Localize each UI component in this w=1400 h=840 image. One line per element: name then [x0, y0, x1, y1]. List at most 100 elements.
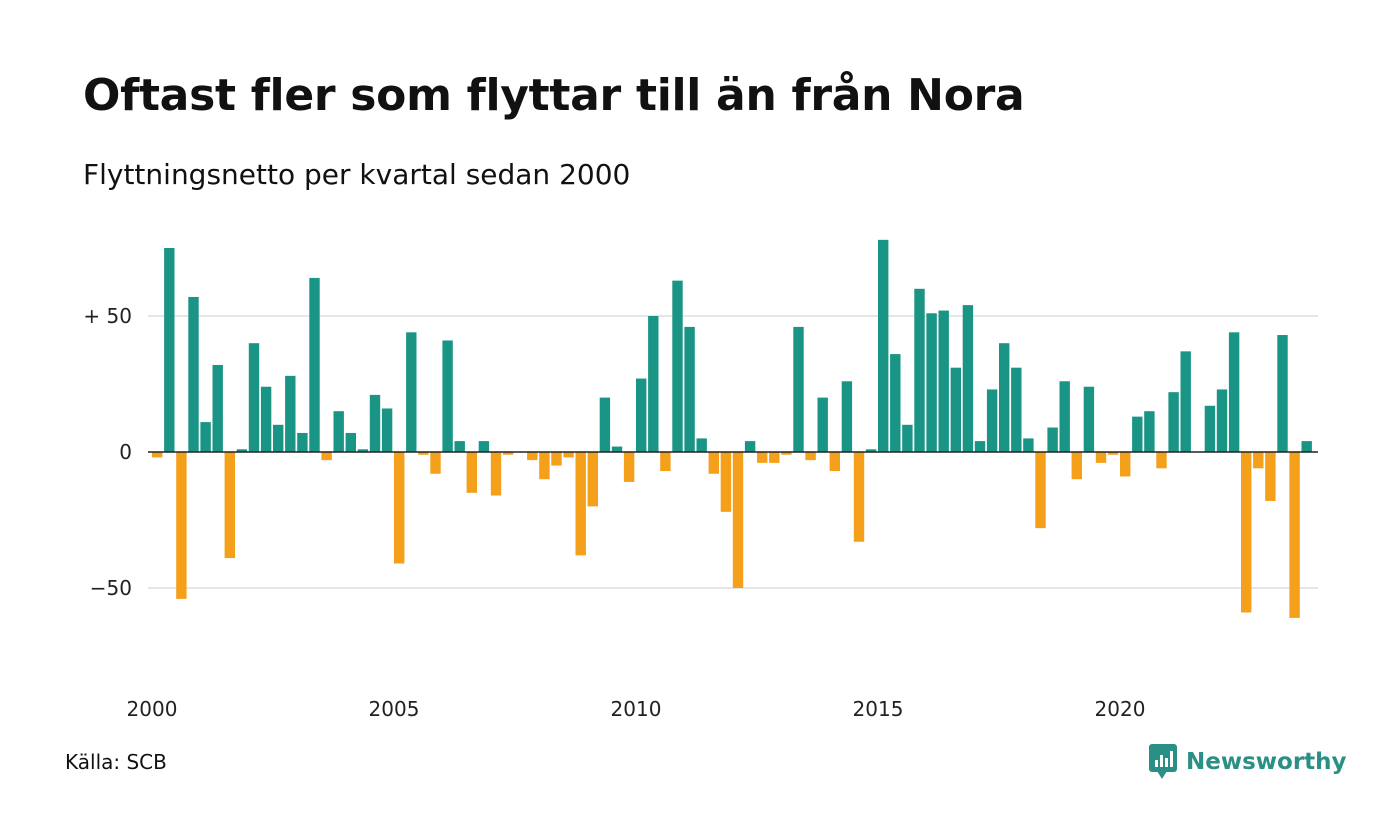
- x-tick-label: 2015: [853, 697, 904, 721]
- bar-positive: [454, 441, 465, 452]
- bar-positive: [1216, 389, 1228, 452]
- bar-positive: [1144, 411, 1155, 452]
- bar-positive: [926, 313, 937, 452]
- bar-negative: [1095, 452, 1107, 463]
- bar-positive: [902, 424, 913, 452]
- bar-negative: [502, 452, 514, 455]
- bar-positive: [744, 441, 756, 452]
- bar-negative: [224, 452, 235, 559]
- bar-negative: [720, 452, 732, 512]
- bar-positive: [890, 354, 901, 452]
- bar-positive: [1204, 405, 1216, 452]
- bar-negative: [781, 452, 792, 455]
- bar-positive: [878, 239, 889, 452]
- bar-positive: [611, 446, 623, 452]
- bar-negative: [563, 452, 574, 458]
- bar-negative: [527, 452, 538, 461]
- bar-positive: [273, 424, 284, 452]
- bar-negative: [708, 452, 719, 474]
- bar-positive: [345, 432, 356, 452]
- newsworthy-logo: Newsworthy: [1148, 742, 1347, 782]
- bar-positive: [599, 397, 611, 452]
- chart-title: Oftast fler som flyttar till än från Nor…: [83, 70, 1025, 121]
- bar-positive: [672, 280, 683, 452]
- bar-positive: [974, 441, 986, 452]
- bar-negative: [394, 452, 405, 564]
- bar-positive: [248, 343, 260, 452]
- bar-negative: [623, 452, 635, 482]
- bar-positive: [865, 449, 877, 452]
- bar-negative: [757, 452, 768, 463]
- bar-negative: [551, 452, 562, 466]
- bar-positive: [1277, 335, 1288, 452]
- bar-positive: [999, 343, 1010, 452]
- bar-negative: [829, 452, 840, 472]
- bar-positive: [1132, 416, 1143, 452]
- bar-positive: [478, 441, 490, 452]
- bar-negative: [1289, 452, 1300, 618]
- bar-positive: [1228, 332, 1240, 452]
- bar-negative: [732, 452, 744, 588]
- newsworthy-logo-icon: [1149, 744, 1177, 779]
- bar-positive: [212, 364, 223, 452]
- chart-subtitle: Flyttningsnetto per kvartal sedan 2000: [83, 158, 631, 191]
- bar-negative: [539, 452, 550, 480]
- bar-negative: [1253, 452, 1264, 469]
- bar-positive: [817, 397, 828, 452]
- bar-positive: [164, 248, 175, 452]
- bar-negative: [1035, 452, 1046, 529]
- bar-positive: [297, 432, 308, 452]
- bar-negative: [1265, 452, 1276, 501]
- bar-negative: [1241, 452, 1252, 613]
- bar-negative: [853, 452, 865, 542]
- bar-negative: [490, 452, 502, 496]
- bar-positive: [357, 449, 369, 452]
- bar-positive: [841, 381, 853, 452]
- x-tick-label: 2000: [127, 697, 178, 721]
- newsworthy-logo-text: Newsworthy: [1186, 749, 1347, 775]
- bar-positive: [381, 408, 393, 452]
- y-tick-label: + 50: [83, 304, 132, 328]
- bar-positive: [333, 411, 344, 452]
- bar-positive: [309, 277, 320, 452]
- bar-positive: [442, 340, 453, 452]
- bar-positive: [648, 316, 659, 452]
- bar-negative: [1120, 452, 1131, 477]
- bar-positive: [188, 296, 199, 452]
- bar-positive: [938, 310, 949, 452]
- bar-positive: [1180, 351, 1191, 452]
- bar-positive: [1083, 386, 1095, 452]
- source-note: Källa: SCB: [65, 750, 167, 774]
- bar-positive: [684, 326, 695, 452]
- bar-negative: [176, 452, 187, 599]
- bar-positive: [285, 375, 296, 452]
- bar-negative: [1156, 452, 1167, 469]
- bar-negative: [1107, 452, 1119, 455]
- bar-positive: [914, 288, 925, 452]
- bar-positive: [1011, 367, 1022, 452]
- bar-positive: [1301, 441, 1312, 452]
- bar-positive: [793, 326, 804, 452]
- bar-positive: [200, 422, 211, 452]
- bar-negative: [321, 452, 332, 461]
- bar-negative: [805, 452, 816, 461]
- x-tick-label: 2020: [1095, 697, 1146, 721]
- bar-negative: [587, 452, 598, 507]
- bar-positive: [1023, 438, 1034, 452]
- bar-negative: [466, 452, 477, 493]
- bar-positive: [406, 332, 417, 452]
- bar-negative: [769, 452, 780, 463]
- bar-positive: [369, 394, 381, 452]
- bar-negative: [152, 452, 163, 458]
- bar-positive: [636, 378, 647, 452]
- bar-negative: [660, 452, 671, 472]
- bar-negative: [575, 452, 586, 556]
- bar-positive: [1059, 381, 1070, 452]
- axes: + 50 0 −50 2000 2005 2010 2015 2020: [83, 304, 1318, 721]
- bar-positive: [236, 449, 248, 452]
- bar-positive: [950, 367, 961, 452]
- x-tick-label: 2005: [369, 697, 420, 721]
- bar-positive: [986, 389, 998, 452]
- bar-negative: [418, 452, 429, 455]
